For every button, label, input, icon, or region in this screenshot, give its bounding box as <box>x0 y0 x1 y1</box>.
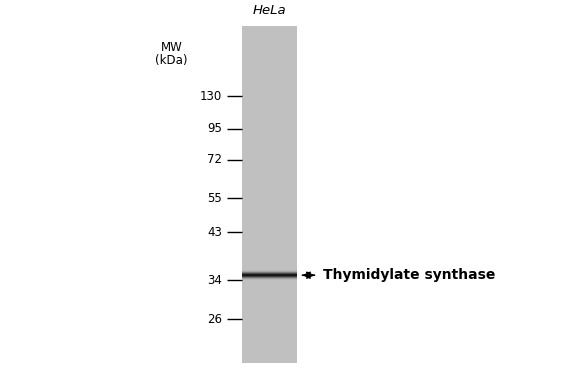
Text: 34: 34 <box>207 274 222 287</box>
Text: MW: MW <box>161 41 183 54</box>
Text: Thymidylate synthase: Thymidylate synthase <box>323 268 495 282</box>
Text: 95: 95 <box>207 122 222 135</box>
Text: 130: 130 <box>200 90 222 103</box>
Text: 55: 55 <box>208 192 222 204</box>
Text: 72: 72 <box>207 153 222 166</box>
Text: 26: 26 <box>207 313 222 326</box>
Text: HeLa: HeLa <box>253 4 286 17</box>
Text: (kDa): (kDa) <box>155 54 188 67</box>
Text: 43: 43 <box>207 226 222 239</box>
Bar <box>242 26 297 363</box>
